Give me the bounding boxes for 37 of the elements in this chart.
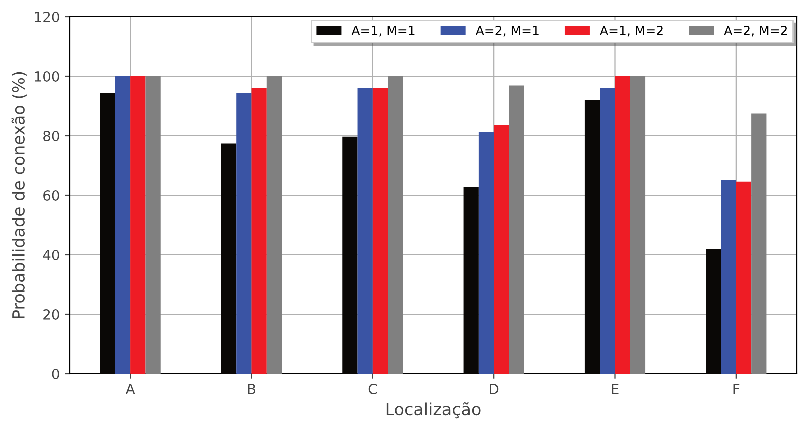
- legend-label: A=2, M=2: [724, 26, 787, 37]
- y-tick-label: 100: [35, 71, 60, 82]
- y-tick-label: 40: [43, 250, 60, 260]
- y-tick-label: 0: [52, 368, 60, 380]
- bar: [372, 88, 388, 374]
- bar: [115, 76, 131, 374]
- bar: [130, 76, 146, 374]
- x-tick-label: E: [612, 384, 619, 394]
- bar: [736, 182, 752, 374]
- y-tick-label: 120: [35, 12, 60, 22]
- legend-label: A=1, M=2: [600, 26, 663, 37]
- x-tick-label: B: [248, 384, 256, 394]
- bar: [478, 132, 494, 374]
- bar: [615, 76, 630, 374]
- bar: [388, 76, 404, 374]
- x-tick-label: F: [734, 384, 740, 394]
- y-tick-label: 20: [44, 309, 60, 320]
- y-tick-label: 80: [44, 130, 60, 142]
- bar: [752, 114, 767, 374]
- legend-label: A=2, M=1: [476, 26, 539, 37]
- y-axis-title: Probabilidade de conexão (%): [12, 72, 27, 318]
- bar: [252, 88, 267, 374]
- bar: [266, 76, 282, 374]
- legend-label: A=1, M=1: [352, 26, 415, 37]
- bar: [146, 76, 161, 374]
- bar: [721, 180, 736, 374]
- y-tick-label: 60: [44, 190, 60, 201]
- x-tick-label: A: [126, 384, 136, 394]
- bar: [600, 88, 616, 374]
- bar: [494, 125, 510, 374]
- x-tick-label: D: [490, 384, 499, 394]
- bar: [236, 93, 252, 374]
- bar: [509, 86, 524, 374]
- x-tick-label: C: [368, 384, 378, 394]
- bar: [630, 76, 646, 374]
- x-axis-title: Localização: [386, 402, 481, 419]
- bar: [358, 88, 373, 374]
